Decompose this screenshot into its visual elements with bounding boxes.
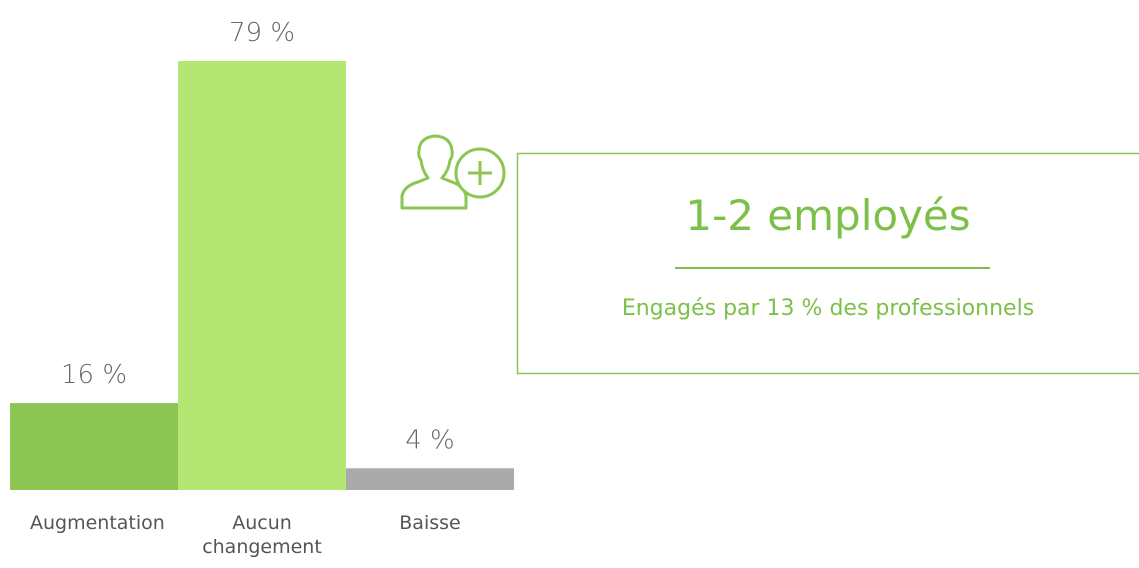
category-label: Baisse xyxy=(399,512,461,534)
category-label: Augmentation xyxy=(30,512,165,534)
value-label: 4 % xyxy=(405,425,455,455)
callout-title: 1-2 employés xyxy=(685,191,970,240)
user-add-icon xyxy=(400,134,506,210)
callout-box xyxy=(516,152,1139,375)
bar xyxy=(178,61,346,490)
bar xyxy=(346,468,514,490)
value-label: 79 % xyxy=(229,18,295,48)
value-label: 16 % xyxy=(61,360,127,390)
bar xyxy=(10,403,178,490)
callout-subtitle: Engagés par 13 % des professionnels xyxy=(622,296,1034,321)
category-label: Aucun changement xyxy=(202,512,322,558)
